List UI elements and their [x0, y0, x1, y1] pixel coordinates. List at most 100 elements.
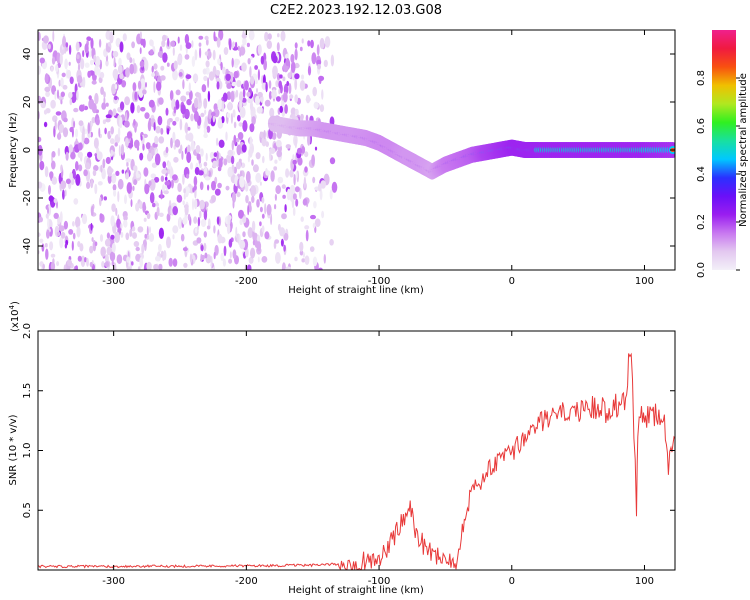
spectrogram-noise-cell	[235, 161, 242, 170]
spectrogram-noise-cell	[251, 116, 256, 125]
spectrogram-noise-cell	[261, 197, 265, 204]
spectrogram-noise-cell	[60, 164, 63, 173]
spectrogram-noise-cell	[272, 65, 278, 78]
spectrogram-noise-cell	[239, 106, 246, 119]
spectrogram-noise-cell	[45, 248, 49, 260]
spectrogram-noise-cell	[38, 181, 43, 189]
spectrogram-noise-cell	[297, 157, 303, 166]
spectrogram-noise-cell	[296, 147, 303, 155]
spectrogram-noise-cell	[307, 40, 311, 47]
spectrogram-noise-cell	[323, 253, 326, 264]
spectrogram-noise-cell	[162, 34, 167, 42]
spectrogram-noise-cell	[76, 226, 81, 238]
spectrogram-noise-cell	[40, 101, 46, 109]
spectrogram-noise-cell	[193, 184, 197, 191]
spectrogram-noise-cell	[264, 31, 269, 42]
spectrogram-noise-cell	[252, 164, 259, 173]
spectrogram-noise-cell	[119, 116, 123, 129]
spectrogram-noise-cell	[246, 264, 252, 270]
spectrogram-noise-cell	[199, 163, 203, 168]
spectrogram-noise-cell	[126, 161, 129, 167]
spectrogram-noise-cell	[228, 238, 233, 248]
spectrogram-noise-cell	[38, 65, 41, 75]
spectrogram-noise-cell	[211, 195, 216, 203]
spectrogram-noise-cell	[245, 195, 249, 204]
spectrogram-noise-cell	[112, 50, 119, 58]
spectrogram-noise-cell	[134, 91, 138, 101]
spectrogram-noise-cell	[319, 189, 323, 201]
spectrogram-noise-cell	[285, 144, 291, 149]
spectrogram-noise-cell	[59, 53, 63, 66]
spectrogram-noise-cell	[142, 201, 146, 213]
spectrogram-noise-cell	[129, 228, 133, 237]
spectrogram-noise-cell	[144, 183, 150, 195]
spectrogram-noise-cell	[311, 154, 315, 166]
spectrogram-noise-cell	[255, 79, 258, 85]
colorbar	[712, 30, 736, 270]
spectrogram-noise-cell	[278, 80, 283, 89]
spectrogram-noise-cell	[158, 227, 164, 239]
spectrogram-noise-cell	[58, 123, 65, 133]
spectrogram-noise-cell	[166, 213, 171, 222]
spectrogram-noise-cell	[232, 249, 237, 260]
spectrogram-noise-cell	[83, 169, 88, 177]
spectrogram-noise-cell	[233, 134, 237, 145]
spectrogram-noise-cell	[272, 132, 277, 140]
spectrogram-noise-cell	[119, 41, 124, 53]
spectrogram-noise-cell	[250, 247, 256, 259]
snr-x-tick-label: 0	[509, 576, 515, 587]
spectrogram-noise-cell	[142, 143, 145, 151]
spectrogram-noise-cell	[126, 256, 130, 263]
spectrogram-noise-cell	[242, 88, 246, 98]
spectrogram-noise-cell	[185, 42, 192, 49]
spectrogram-noise-cell	[203, 98, 208, 109]
spectrogram-noise-cell	[174, 116, 180, 122]
spectrogram-noise-cell	[246, 91, 251, 97]
spectrogram-noise-cell	[177, 36, 180, 44]
spectrogram-noise-cell	[146, 212, 151, 220]
spectrogram-noise-cell	[105, 114, 112, 119]
spectrogram-noise-cell	[119, 101, 125, 111]
spectrogram-noise-cell	[173, 106, 177, 114]
spectrogram-noise-cell	[81, 213, 88, 225]
spectrogram-noise-cell	[304, 166, 308, 173]
spectrogram-noise-cell	[51, 160, 56, 170]
spectrogram-noise-cell	[218, 139, 225, 148]
spectrogram-noise-cell	[299, 250, 304, 256]
spectrogram-noise-cell	[324, 36, 331, 48]
spectrogram-noise-cell	[113, 189, 117, 197]
spectrogram-noise-cell	[97, 181, 103, 186]
spectrogram-noise-cell	[187, 144, 191, 154]
spectrogram-noise-cell	[89, 261, 93, 268]
spectrogram-noise-cell	[237, 233, 240, 244]
spectrogram-noise-cell	[294, 138, 297, 149]
spectrogram-noise-cell	[49, 171, 54, 179]
spectrogram-noise-cell	[256, 106, 263, 114]
spectrogram-noise-cell	[160, 127, 164, 135]
spectrogram-noise-cell	[117, 64, 123, 74]
spectrogram-noise-cell	[285, 53, 289, 60]
spectrogram-noise-cell	[180, 95, 187, 102]
spectrogram-noise-cell	[288, 83, 292, 95]
spectrogram-noise-cell	[113, 70, 118, 81]
spectrogram-noise-cell	[70, 151, 76, 160]
spectrogram-noise-cell	[111, 203, 116, 212]
spectrogram-noise-cell	[266, 204, 272, 216]
spectrogram-noise-cell	[172, 225, 179, 234]
spectrogram-noise-cell	[300, 216, 304, 222]
spectrogram-noise-cell	[48, 195, 54, 202]
spectrogram-noise-cell	[239, 218, 243, 226]
spectrogram-noise-cell	[282, 194, 286, 199]
spectrogram-noise-cell	[99, 234, 104, 242]
spectrogram-noise-cell	[204, 167, 208, 175]
snr-panel: -300 -200 -100 0 100 0.5 1.0 1.5 2.0 Height of …	[8, 301, 676, 596]
spectrogram-noise-cell	[161, 168, 168, 175]
spectrogram-noise-cell	[167, 168, 171, 175]
spectrogram-noise-cell	[62, 35, 67, 48]
spectrogram-noise-cell	[255, 152, 261, 160]
spectrogram-noise-cell	[245, 171, 251, 183]
spectrogram-noise-cell	[184, 34, 190, 45]
spectrogram-noise-cell	[115, 207, 118, 216]
spectrogram-noise-cell	[124, 194, 127, 205]
spectrogram-noise-cell	[249, 66, 252, 78]
